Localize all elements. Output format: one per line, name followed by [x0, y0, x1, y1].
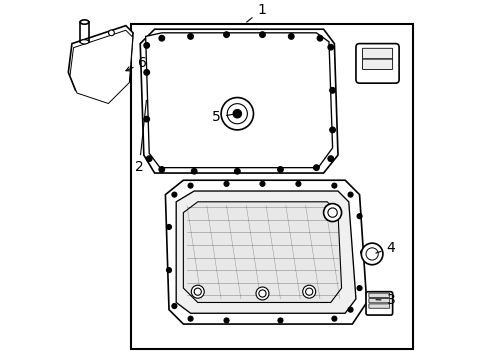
Circle shape — [331, 316, 336, 321]
FancyBboxPatch shape — [368, 298, 389, 303]
FancyBboxPatch shape — [366, 292, 392, 315]
FancyBboxPatch shape — [362, 59, 392, 69]
Circle shape — [187, 33, 193, 39]
FancyBboxPatch shape — [131, 24, 413, 349]
Text: 4: 4 — [375, 241, 394, 255]
Text: 3: 3 — [375, 293, 394, 307]
Circle shape — [366, 248, 378, 260]
Polygon shape — [165, 180, 366, 324]
Circle shape — [256, 287, 268, 300]
FancyBboxPatch shape — [355, 44, 398, 83]
Polygon shape — [140, 29, 337, 173]
Circle shape — [356, 285, 361, 291]
Polygon shape — [145, 33, 332, 168]
Circle shape — [166, 267, 171, 273]
Circle shape — [313, 165, 319, 171]
Circle shape — [146, 156, 152, 162]
Circle shape — [143, 42, 149, 48]
Circle shape — [317, 35, 322, 41]
Circle shape — [259, 32, 265, 37]
FancyBboxPatch shape — [368, 293, 389, 297]
Circle shape — [108, 30, 114, 36]
Circle shape — [295, 181, 300, 186]
Circle shape — [191, 285, 204, 298]
Polygon shape — [68, 26, 133, 101]
Circle shape — [194, 288, 201, 295]
Circle shape — [188, 316, 193, 321]
Circle shape — [329, 127, 335, 133]
Circle shape — [327, 208, 337, 217]
Circle shape — [166, 224, 171, 229]
Circle shape — [221, 98, 253, 130]
Text: 5: 5 — [212, 110, 234, 124]
Circle shape — [277, 318, 283, 323]
Circle shape — [171, 192, 177, 197]
Circle shape — [223, 32, 229, 37]
Circle shape — [232, 109, 241, 118]
Circle shape — [305, 288, 312, 295]
Ellipse shape — [80, 20, 89, 24]
Circle shape — [224, 181, 228, 186]
Circle shape — [159, 35, 164, 41]
Circle shape — [234, 168, 240, 174]
FancyBboxPatch shape — [368, 304, 389, 308]
Circle shape — [171, 303, 177, 309]
Circle shape — [260, 181, 264, 186]
FancyBboxPatch shape — [362, 48, 392, 59]
Circle shape — [159, 167, 164, 172]
Polygon shape — [183, 202, 341, 302]
Circle shape — [188, 183, 193, 188]
Circle shape — [258, 290, 265, 297]
Text: 1: 1 — [246, 3, 265, 22]
Circle shape — [191, 168, 197, 174]
Circle shape — [323, 204, 341, 221]
Circle shape — [327, 44, 333, 50]
Circle shape — [361, 243, 382, 265]
Circle shape — [331, 183, 336, 188]
Polygon shape — [70, 30, 133, 104]
Circle shape — [143, 116, 149, 122]
Polygon shape — [176, 191, 355, 313]
Circle shape — [277, 167, 283, 172]
Text: 2: 2 — [135, 100, 146, 174]
Circle shape — [227, 104, 247, 124]
Ellipse shape — [80, 40, 89, 44]
Circle shape — [224, 318, 228, 323]
Circle shape — [329, 87, 335, 93]
Circle shape — [302, 285, 315, 298]
Circle shape — [347, 307, 352, 312]
Circle shape — [360, 249, 365, 255]
Circle shape — [143, 69, 149, 75]
Circle shape — [288, 33, 293, 39]
Text: 6: 6 — [126, 56, 147, 71]
Circle shape — [327, 156, 333, 162]
Circle shape — [356, 214, 361, 219]
Circle shape — [347, 192, 352, 197]
